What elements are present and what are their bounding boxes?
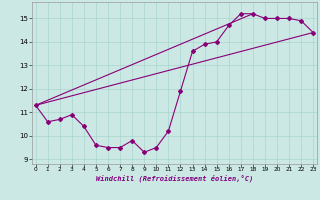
X-axis label: Windchill (Refroidissement éolien,°C): Windchill (Refroidissement éolien,°C) xyxy=(96,175,253,182)
